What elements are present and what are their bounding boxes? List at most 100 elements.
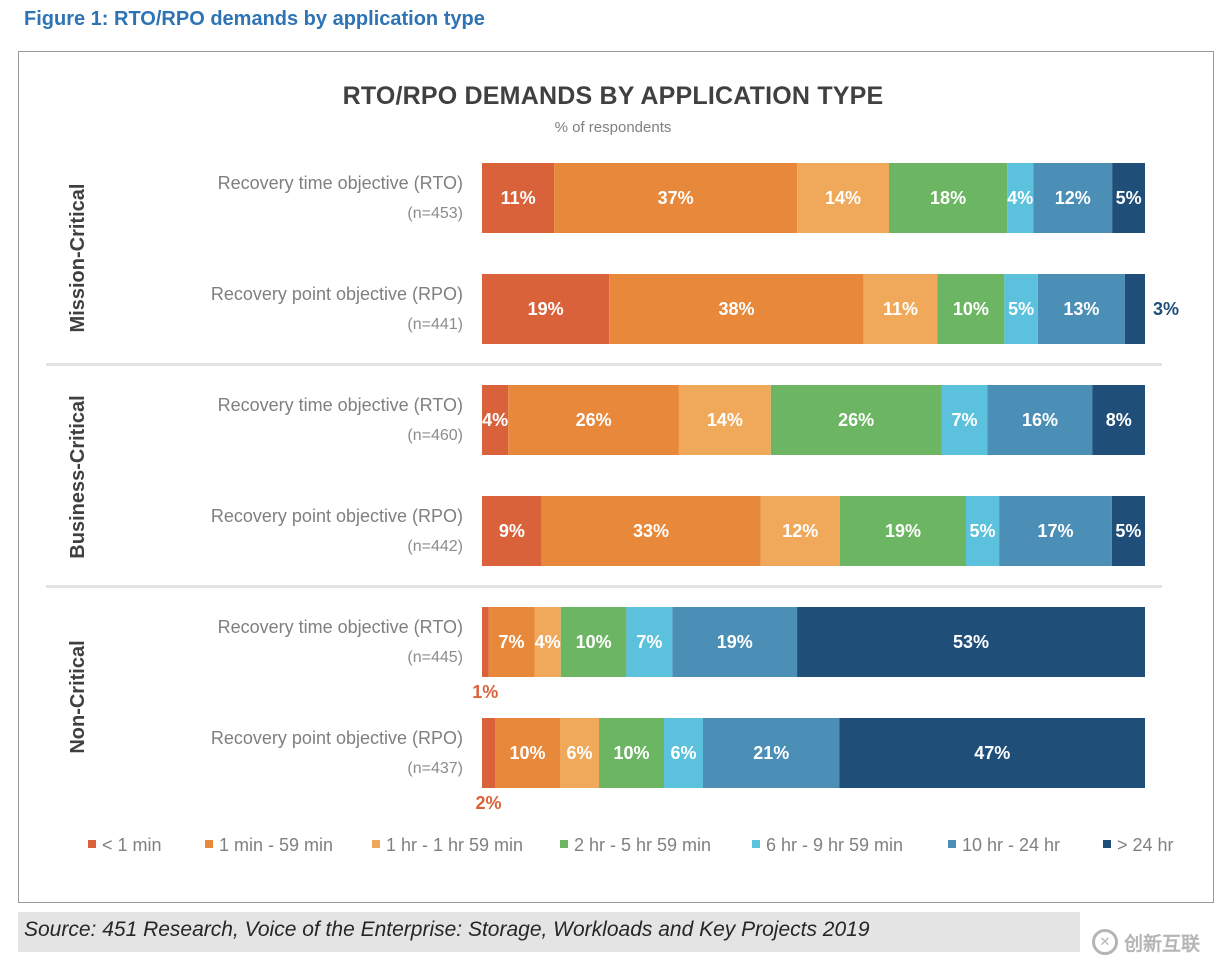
data-label: 53% <box>953 632 989 652</box>
legend-item: > 24 hr <box>1103 835 1174 856</box>
data-label: 10% <box>613 743 649 763</box>
bar-segment <box>760 496 841 566</box>
bar-segment <box>541 496 761 566</box>
legend-item: 2 hr - 5 hr 59 min <box>560 835 711 856</box>
source-banner <box>18 912 1080 952</box>
chart-legend: < 1 min 1 min - 59 min 1 hr - 1 hr 59 min 2… <box>0 835 1225 865</box>
bar-segment <box>599 718 664 788</box>
bar-segment <box>678 385 771 455</box>
bar-segment <box>554 163 798 233</box>
chart-frame <box>18 51 1214 903</box>
bar-segment <box>626 607 673 677</box>
data-label: 17% <box>1037 521 1073 541</box>
bar-segment <box>560 607 627 677</box>
row-sample-size: (n=437) <box>407 760 463 777</box>
bar-segment <box>840 496 966 566</box>
bar-segment <box>1111 496 1145 566</box>
bar-segment <box>965 496 1000 566</box>
legend-label: 6 hr - 9 hr 59 min <box>766 835 904 855</box>
chart-subtitle: % of respondents <box>554 119 672 136</box>
bar-segment <box>703 718 840 788</box>
data-label: 18% <box>930 188 966 208</box>
bar-segment <box>482 496 542 566</box>
figure-caption: Figure 1: RTO/RPO demands by application… <box>24 8 485 30</box>
legend-swatch <box>372 840 380 849</box>
legend-item: 1 hr - 1 hr 59 min <box>372 835 523 856</box>
bar-segment <box>987 385 1093 455</box>
data-label: 12% <box>1055 188 1091 208</box>
bar-segment <box>999 496 1112 566</box>
data-label: 19% <box>717 632 753 652</box>
data-label: 13% <box>1063 299 1099 319</box>
row-sample-size: (n=460) <box>407 427 463 444</box>
chart-title: RTO/RPO DEMANDS BY APPLICATION TYPE <box>342 82 884 110</box>
row-label: Recovery point objective (RPO) <box>210 284 463 304</box>
bar-segment <box>482 385 509 455</box>
data-label: 10% <box>953 299 989 319</box>
data-label: 10% <box>509 743 545 763</box>
bar-segment <box>482 163 555 233</box>
data-label: 2% <box>475 793 501 813</box>
legend-item: < 1 min <box>88 835 162 856</box>
data-label: 4% <box>482 410 508 430</box>
data-label: 5% <box>1008 299 1034 319</box>
legend-swatch <box>560 840 568 849</box>
data-label: 21% <box>753 743 789 763</box>
bar-segment <box>482 718 495 788</box>
data-label: 11% <box>883 299 918 319</box>
legend-swatch <box>1103 840 1111 849</box>
group-divider <box>46 363 1162 366</box>
data-label: 26% <box>576 410 612 430</box>
watermark-icon: ✕ <box>1092 929 1118 955</box>
bar-segment <box>664 718 703 788</box>
row-label: Recovery time objective (RTO) <box>217 617 463 637</box>
bar-segment <box>560 718 599 788</box>
data-label: 11% <box>501 188 536 208</box>
data-label: 1% <box>472 682 498 702</box>
legend-swatch <box>205 840 213 849</box>
bar-segment <box>482 274 610 344</box>
data-label: 38% <box>718 299 754 319</box>
data-label: 5% <box>1115 521 1141 541</box>
data-label: 12% <box>782 521 818 541</box>
bar-segment <box>937 274 1005 344</box>
bar-segment <box>1033 163 1113 233</box>
bar-segment <box>770 385 942 455</box>
legend-swatch <box>752 840 760 849</box>
bar-segment <box>495 718 560 788</box>
bar-segment <box>534 607 561 677</box>
bar-segment <box>1007 163 1034 233</box>
data-label: 6% <box>670 743 696 763</box>
data-label: 4% <box>1007 188 1033 208</box>
data-label: 14% <box>707 410 743 430</box>
group-divider <box>46 585 1162 588</box>
data-label: 14% <box>825 188 861 208</box>
row-label: Recovery time objective (RTO) <box>217 173 463 193</box>
row-label: Recovery time objective (RTO) <box>217 395 463 415</box>
bar-segment <box>672 607 798 677</box>
data-label: 19% <box>528 299 564 319</box>
data-label: 47% <box>974 743 1010 763</box>
data-label: 26% <box>838 410 874 430</box>
bar-segment <box>839 718 1145 788</box>
data-label: 19% <box>885 521 921 541</box>
watermark-logo: ✕ 创新互联 <box>1092 925 1200 959</box>
legend-label: < 1 min <box>102 835 162 855</box>
data-label: 7% <box>499 632 525 652</box>
legend-label: 1 hr - 1 hr 59 min <box>386 835 524 855</box>
bar-segment <box>888 163 1008 233</box>
bar-segment <box>1092 385 1145 455</box>
row-sample-size: (n=445) <box>407 649 463 666</box>
data-label: 37% <box>658 188 694 208</box>
legend-label: > 24 hr <box>1117 835 1174 855</box>
data-label: 9% <box>499 521 525 541</box>
legend-swatch <box>948 840 956 849</box>
bar-segment <box>941 385 988 455</box>
legend-swatch <box>88 840 96 849</box>
row-sample-size: (n=441) <box>407 316 463 333</box>
data-label: 7% <box>636 632 662 652</box>
data-label: 7% <box>951 410 977 430</box>
data-label: 10% <box>576 632 612 652</box>
row-label: Recovery point objective (RPO) <box>210 728 463 748</box>
